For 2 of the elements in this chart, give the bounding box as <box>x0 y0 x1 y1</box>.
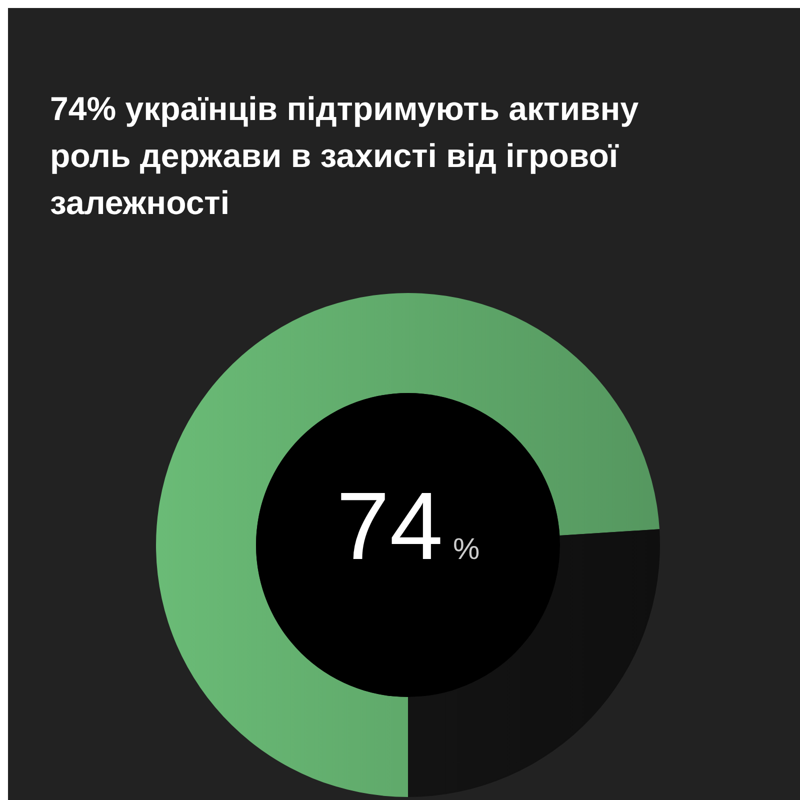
chart-title: 74% українців підтримують активну роль держави в захисті від ігрової залежності <box>50 90 640 221</box>
data-label: 74% <box>336 473 480 580</box>
